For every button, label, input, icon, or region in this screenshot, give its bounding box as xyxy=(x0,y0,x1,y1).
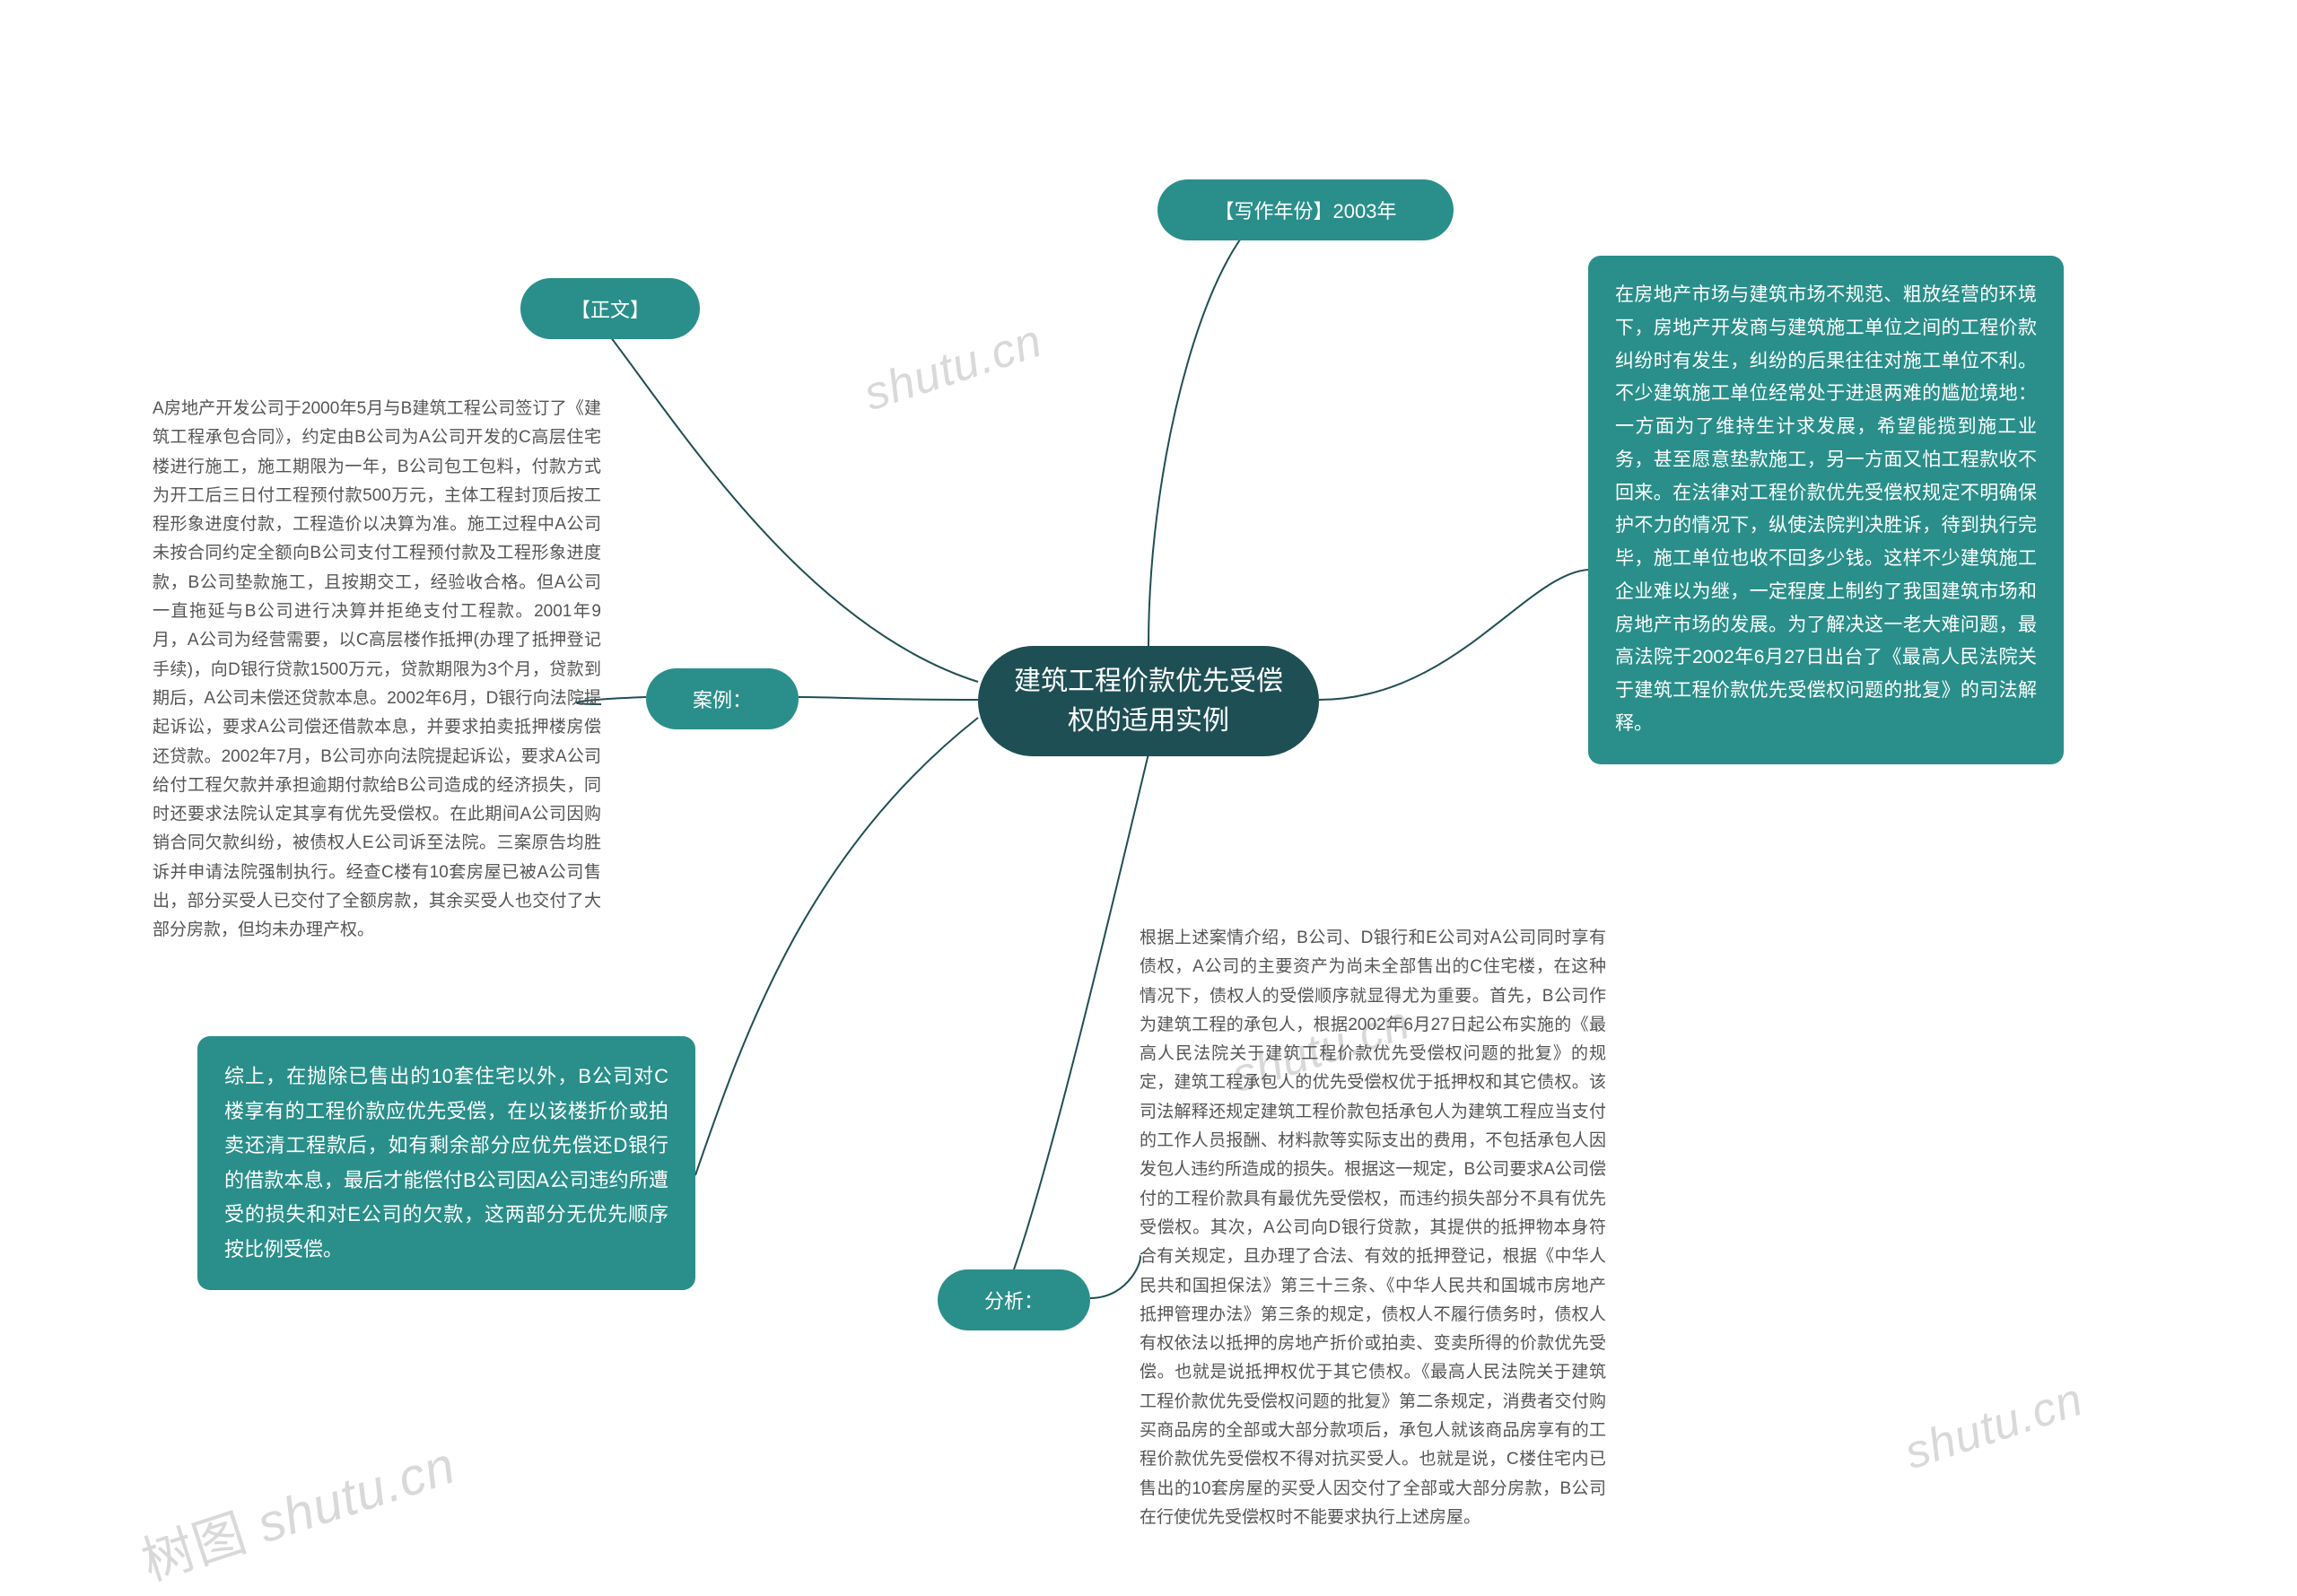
node-case-label: 案例： xyxy=(646,668,799,729)
edge xyxy=(1014,754,1148,1269)
node-zhengwen: 【正文】 xyxy=(520,278,700,339)
edge xyxy=(1090,1256,1140,1298)
node-intro-block: 在房地产市场与建筑市场不规范、粗放经营的环境下，房地产开发商与建筑施工单位之间的… xyxy=(1588,256,2064,764)
node-analysis-text: 根据上述案情介绍，B公司、D银行和E公司对A公司同时享有债权，A公司的主要资产为… xyxy=(1140,924,1606,1532)
watermark: 树图 shutu.cn xyxy=(131,1423,464,1595)
edge xyxy=(610,336,978,682)
edge xyxy=(695,718,978,1175)
center-node: 建筑工程价款优先受偿权的适用实例 xyxy=(978,646,1319,756)
watermark: shutu.cn xyxy=(1899,1373,2090,1480)
edge xyxy=(1319,570,1588,700)
node-year: 【写作年份】2003年 xyxy=(1157,179,1454,240)
edge xyxy=(1148,208,1274,646)
edge xyxy=(799,697,978,700)
mindmap-canvas: shutu.cnshutu.cnshutu.cnshutu.cn树图 shutu… xyxy=(0,0,2297,1596)
watermark: shutu.cn xyxy=(858,314,1049,422)
node-summary-block: 综上，在抛除已售出的10套住宅以外，B公司对C楼享有的工程价款应优先受偿，在以该… xyxy=(197,1036,695,1290)
node-case-text: A房地产开发公司于2000年5月与B建筑工程公司签订了《建筑工程承包合同》，约定… xyxy=(153,395,601,946)
node-analysis-label: 分析： xyxy=(938,1269,1090,1330)
